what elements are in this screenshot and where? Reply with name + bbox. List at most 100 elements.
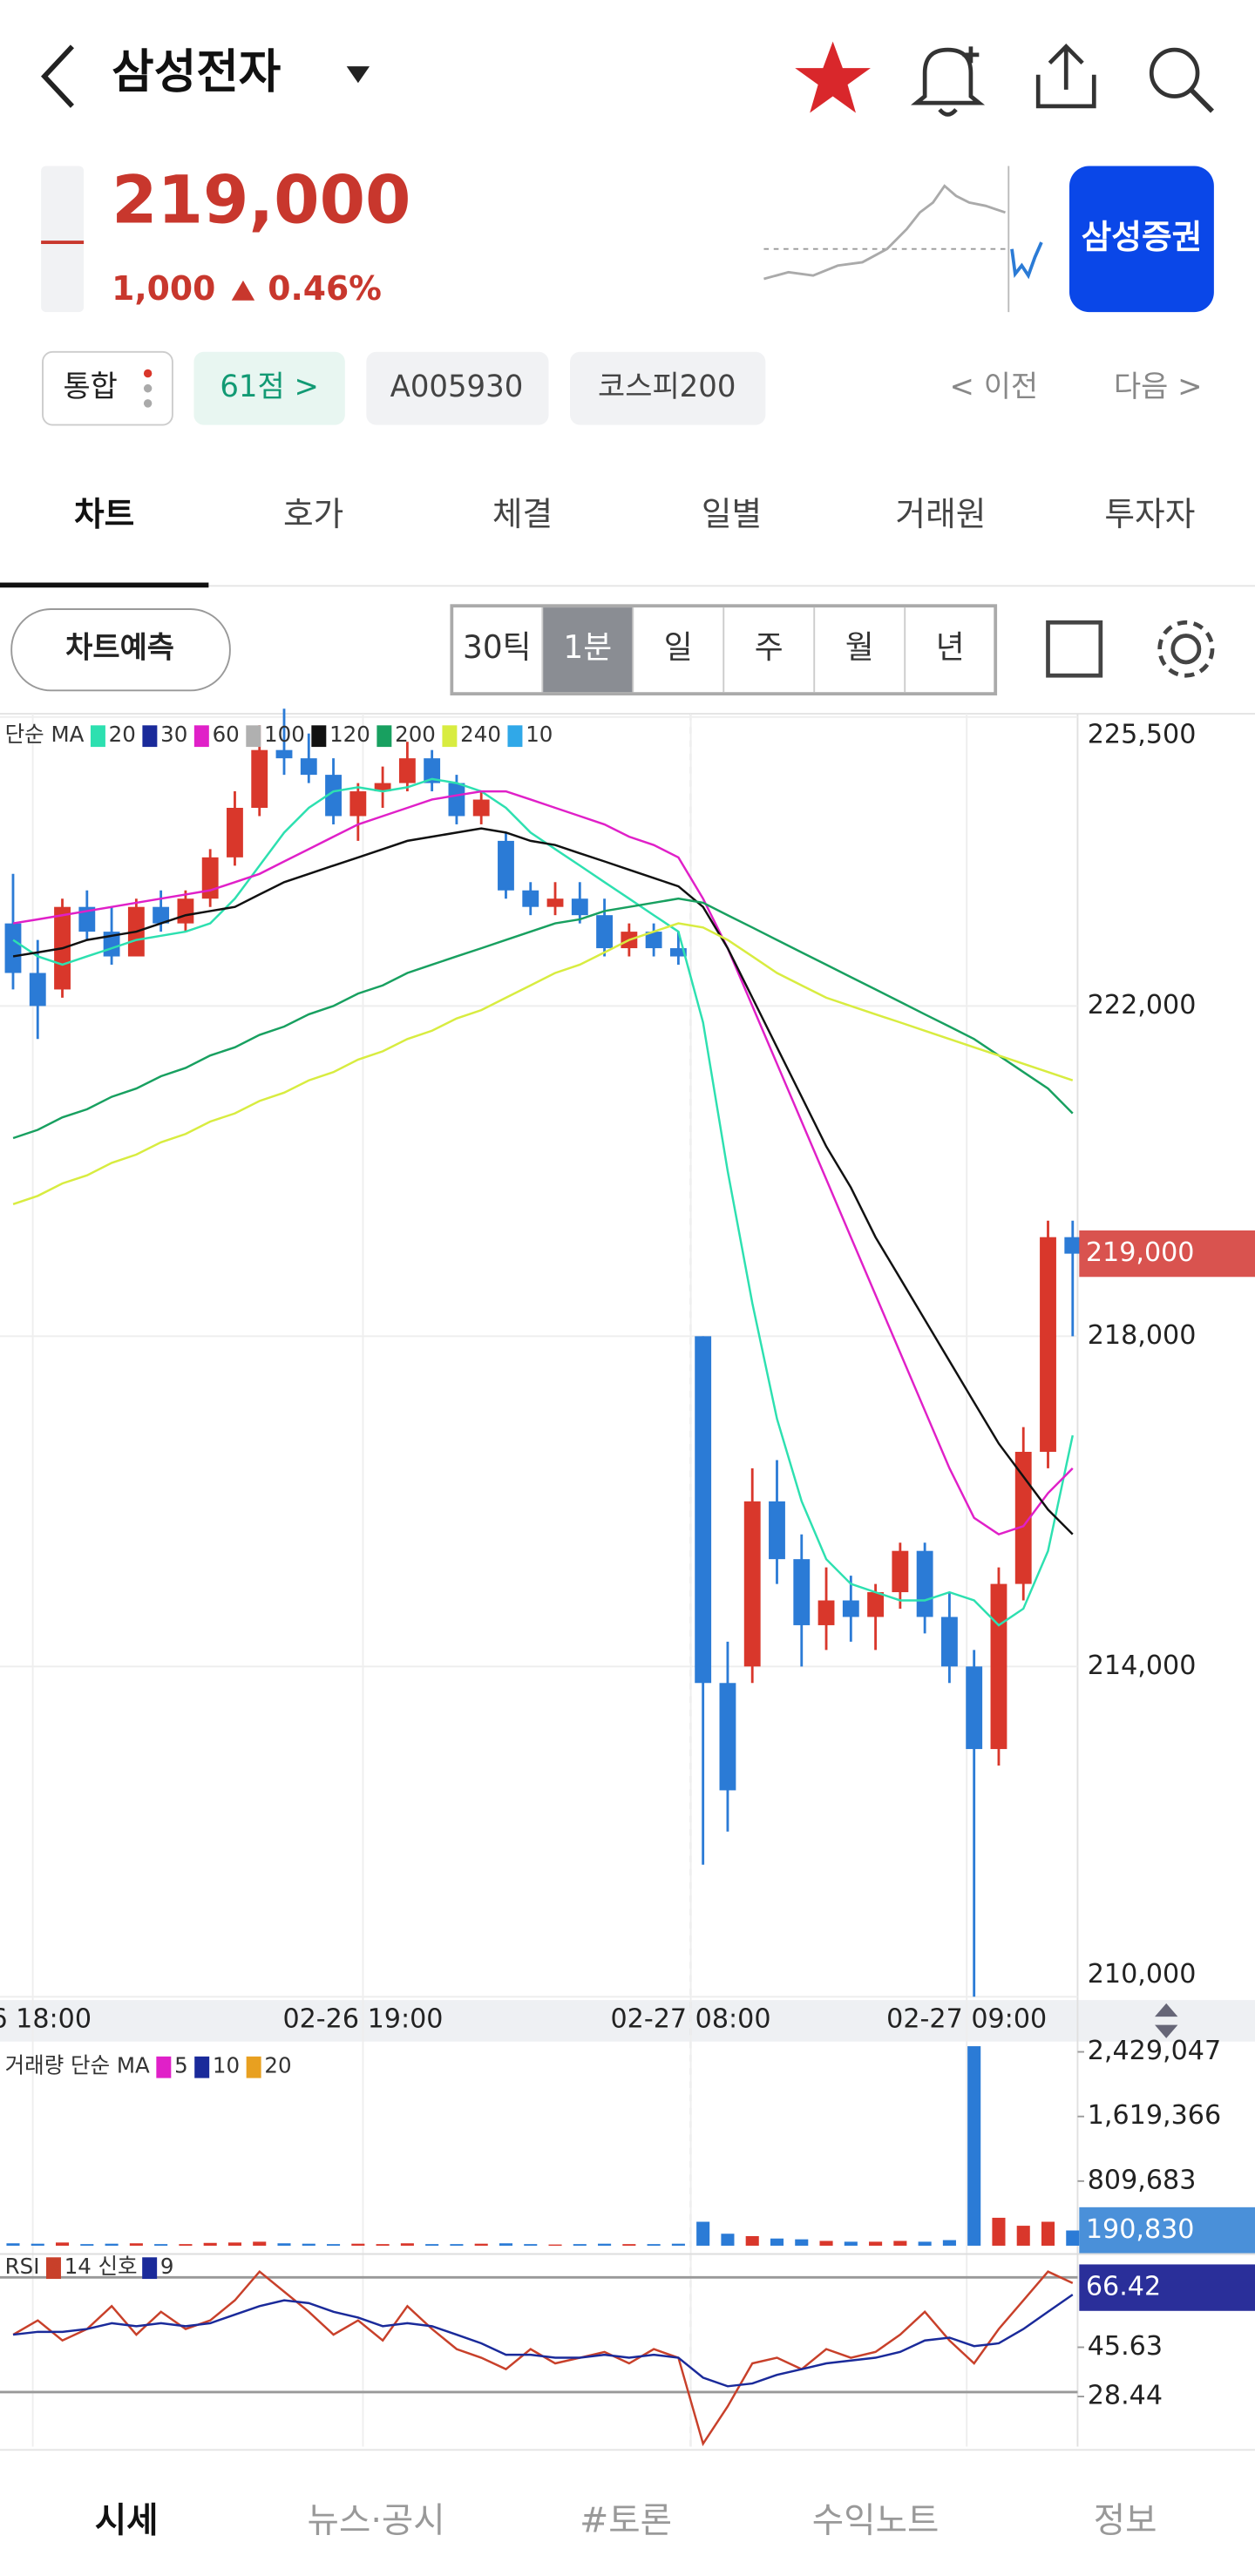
tab[interactable]: 일별	[702, 495, 762, 533]
settings-button[interactable]	[1170, 634, 1202, 665]
back-button[interactable]	[41, 44, 74, 108]
tag-box[interactable]	[570, 351, 766, 425]
sparkline-today	[1010, 241, 1043, 280]
x-tick-label: 02-26 19:00	[282, 2003, 443, 2034]
candle-body	[177, 898, 194, 924]
prev-button[interactable]: < 이전	[950, 369, 1039, 404]
tag[interactable]: A005930	[390, 369, 524, 404]
tag-dot	[143, 399, 153, 408]
favorite-star[interactable]	[795, 41, 871, 113]
dropdown-icon[interactable]	[346, 66, 370, 84]
volume-bar	[671, 2243, 685, 2246]
volume-bar	[524, 2244, 538, 2246]
x-tick-label: 02-27 09:00	[886, 2003, 1047, 2034]
predict-label[interactable]: 차트예측	[65, 630, 174, 665]
candle-body	[4, 923, 22, 973]
volume-bar	[31, 2243, 44, 2246]
broker-button[interactable]	[1069, 166, 1214, 313]
candle-body	[596, 915, 613, 949]
volume-bar	[942, 2240, 956, 2246]
broker-label[interactable]: 삼성증권	[1082, 218, 1203, 256]
bottom-nav-item[interactable]: 뉴스·공시	[308, 2500, 445, 2540]
candle-body	[498, 840, 514, 891]
period-active	[542, 607, 634, 693]
tag-box[interactable]	[366, 351, 549, 425]
legend-swatch	[311, 725, 327, 748]
volume-bar	[154, 2244, 168, 2246]
predict-button[interactable]	[10, 608, 231, 692]
volume-bar	[967, 2046, 981, 2246]
candle-body	[793, 1559, 811, 1625]
candle-body	[472, 799, 490, 817]
period-option[interactable]: 1분	[563, 630, 612, 666]
tag[interactable]: 통합	[63, 369, 117, 404]
tab[interactable]: 투자자	[1104, 495, 1195, 533]
volume-bar	[6, 2243, 20, 2246]
last-value-box	[1079, 2264, 1255, 2311]
candle-body	[398, 758, 416, 783]
tab[interactable]: 차트	[74, 495, 134, 533]
candle-body	[990, 1583, 1007, 1750]
candle-body	[1064, 1237, 1082, 1254]
legend-entry: 120	[329, 722, 370, 747]
y-tick-label: 2,429,047	[1088, 2036, 1221, 2066]
volume-bar	[918, 2241, 932, 2246]
search-icon[interactable]	[1149, 47, 1200, 98]
y-tick-label: 214,000	[1088, 1651, 1197, 1681]
period-option[interactable]: 주	[755, 630, 784, 666]
next-button[interactable]: 다음 >	[1114, 369, 1203, 404]
layout-button[interactable]	[1046, 620, 1103, 678]
legend-label: 거래량 단순 MA	[5, 2052, 150, 2078]
tag-box[interactable]	[42, 350, 173, 426]
rsi-line	[12, 2294, 1074, 2388]
legend-entry: 60	[213, 722, 240, 747]
volume-bar	[376, 2244, 390, 2246]
bottom-nav-item[interactable]: 수익노트	[812, 2500, 940, 2540]
bottom-nav: 시세 뉴스·공시 #토론 수익노트 정보	[95, 2500, 1157, 2540]
candle-body	[227, 808, 243, 858]
tag-box[interactable]	[193, 351, 345, 425]
x-axis-band	[0, 2000, 1255, 2042]
candle-body	[892, 1550, 909, 1593]
alarm-icon[interactable]	[911, 47, 986, 117]
y-tick-label: 210,000	[1088, 1959, 1197, 1990]
tab[interactable]: 호가	[283, 495, 343, 533]
volume-bar	[129, 2243, 143, 2246]
search-handle	[1189, 87, 1214, 113]
period-option[interactable]: 년	[936, 630, 965, 666]
last-value-label: 66.42	[1086, 2272, 1161, 2302]
candle-body	[29, 973, 46, 1007]
share-icon[interactable]	[1035, 43, 1096, 109]
ma-line	[12, 777, 1074, 1627]
x-tick-label: 26 18:00	[0, 2003, 92, 2034]
candle-body	[448, 783, 465, 817]
bottom-nav-item[interactable]: #토론	[580, 2500, 672, 2540]
bottom-nav-item[interactable]: 정보	[1094, 2500, 1157, 2540]
tab[interactable]: 체결	[492, 495, 553, 533]
tab-bar: 차트 호가 체결 일별 거래원 투자자	[74, 495, 1195, 533]
period-option[interactable]: 30틱	[463, 630, 532, 666]
volume-bar	[622, 2244, 636, 2246]
period-option[interactable]: 월	[845, 630, 874, 666]
legend-swatch	[507, 725, 523, 748]
candle-body	[719, 1683, 736, 1791]
resize-handle[interactable]	[1155, 2003, 1178, 2038]
volume-bar	[179, 2244, 193, 2246]
stock-title[interactable]: 삼성전자	[112, 44, 281, 98]
tag[interactable]: 코스피200	[598, 369, 736, 404]
last-value-label: 219,000	[1086, 1237, 1195, 1268]
legend-label: 신호	[98, 2254, 137, 2279]
volume-bar	[992, 2217, 1006, 2246]
last-value-box	[1079, 1230, 1255, 1278]
volume-bar	[80, 2244, 94, 2246]
volume-bar	[277, 2243, 291, 2246]
volume-bar	[819, 2240, 833, 2246]
candle-body	[571, 898, 588, 916]
bottom-nav-item[interactable]: 시세	[95, 2500, 159, 2540]
score-tag[interactable]: 61점 >	[220, 369, 319, 404]
legend-entry: 9	[160, 2254, 174, 2279]
period-option[interactable]: 일	[664, 630, 693, 666]
tab[interactable]: 거래원	[895, 495, 986, 533]
legend-swatch	[246, 2056, 261, 2078]
